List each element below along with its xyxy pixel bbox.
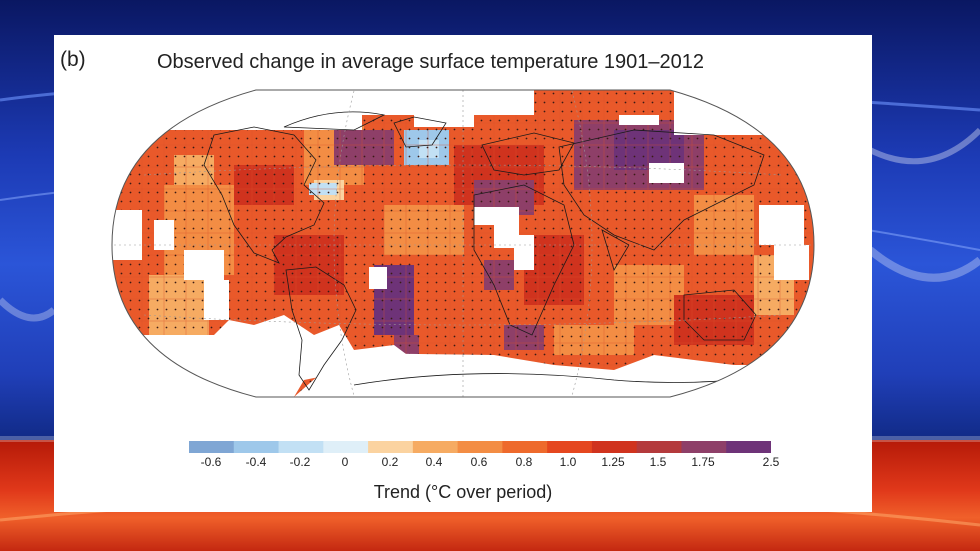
legend-color-swatch [457, 441, 503, 453]
legend-tick: 0.2 [381, 455, 399, 469]
legend-color-swatch [323, 441, 369, 453]
legend-color-swatch [233, 441, 280, 453]
legend-colorbar [189, 441, 771, 453]
legend-tick: 0.6 [470, 455, 488, 469]
legend-tick: 1.0 [559, 455, 577, 469]
map-frame [111, 89, 815, 398]
legend-tick: 0 [341, 455, 349, 469]
legend-title: Trend (°C over period) [373, 482, 553, 502]
legend-tick: 2.5 [762, 455, 780, 469]
legend-color-swatch [189, 441, 235, 453]
figure-title: Observed change in average surface tempe… [157, 51, 705, 73]
legend-color-swatch [278, 441, 324, 453]
legend-color-swatch [502, 441, 548, 453]
legend-color-swatch [726, 441, 771, 453]
graticule [114, 90, 812, 397]
legend-tick: 1.5 [649, 455, 667, 469]
legend-tick: 1.25 [601, 455, 625, 469]
legend-color-swatch [636, 441, 682, 453]
panel-label: (b) [60, 48, 86, 71]
legend-tick: 0.4 [425, 455, 443, 469]
legend-color-swatch [547, 441, 593, 453]
figure-panel: (b) Observed change in average surface t… [54, 35, 872, 512]
legend-color-swatch [368, 441, 414, 453]
legend-tick: 0.8 [515, 455, 533, 469]
legend-tick: 1.75 [691, 455, 715, 469]
legend-tick: -0.2 [289, 455, 311, 469]
legend-color-swatch [412, 441, 459, 453]
legend-color-swatch [681, 441, 727, 453]
legend-tick: -0.4 [245, 455, 267, 469]
continent-outlines [203, 111, 765, 391]
temperature-trend-map [111, 89, 815, 398]
legend-tick: -0.6 [200, 455, 222, 469]
legend-color-swatch [591, 441, 638, 453]
